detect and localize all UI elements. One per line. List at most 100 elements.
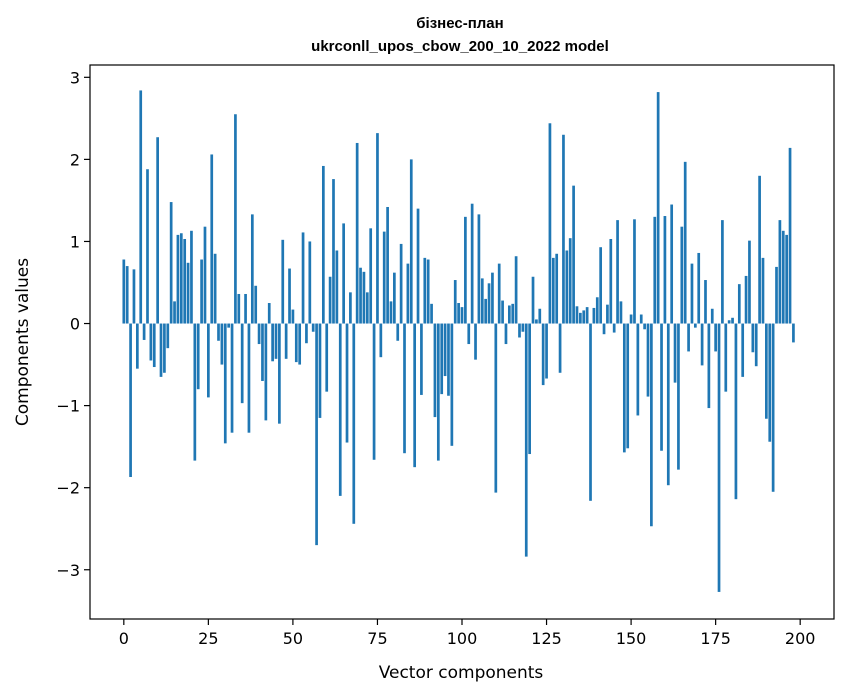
bar-component-83 [403, 323, 406, 454]
bar-component-163 [673, 323, 677, 383]
bar-component-142 [602, 323, 606, 335]
bar-component-66 [345, 323, 349, 443]
bar-component-24 [203, 226, 207, 324]
bar-component-121 [531, 276, 535, 324]
x-tick-label: 200 [785, 629, 816, 648]
bar-component-36 [244, 293, 247, 324]
bar-component-32 [230, 323, 234, 433]
bar-component-145 [612, 323, 616, 333]
bar-component-10 [156, 137, 159, 324]
bar-component-65 [342, 223, 345, 324]
bar-component-131 [565, 250, 569, 324]
bar-component-81 [396, 323, 400, 341]
bar-component-107 [484, 298, 488, 324]
bar-component-120 [528, 323, 531, 455]
bar-component-68 [352, 323, 356, 524]
bar-component-98 [453, 280, 457, 324]
bar-component-69 [355, 142, 359, 324]
bar-component-56 [311, 323, 315, 332]
bar-component-1 [125, 266, 129, 324]
bar-component-189 [761, 257, 765, 324]
bar-component-8 [149, 323, 153, 361]
bar-component-191 [768, 323, 772, 442]
bar-component-166 [683, 161, 687, 324]
bar-component-188 [758, 175, 761, 324]
bar-component-19 [186, 262, 190, 324]
bar-component-112 [501, 300, 504, 324]
bar-component-153 [639, 314, 643, 324]
bar-component-85 [409, 159, 413, 324]
bar-component-84 [406, 263, 410, 324]
bar-component-26 [210, 154, 214, 324]
bar-component-110 [494, 323, 498, 493]
plot-frame [89, 64, 835, 620]
bar-component-154 [643, 323, 646, 330]
bar-component-44 [271, 323, 274, 362]
bar-component-174 [710, 308, 714, 324]
bar-component-46 [278, 323, 281, 424]
bar-component-62 [332, 179, 335, 324]
bar-component-77 [382, 231, 386, 324]
bar-component-39 [254, 285, 258, 324]
bar-component-51 [294, 323, 298, 363]
bar-component-150 [629, 314, 633, 324]
bar-component-71 [362, 271, 366, 324]
x-tick-label: 100 [447, 629, 478, 648]
bar-component-38 [250, 214, 254, 324]
bar-component-31 [227, 323, 231, 328]
bar-component-141 [599, 247, 603, 324]
bar-component-198 [792, 323, 795, 343]
bar-component-173 [707, 323, 711, 409]
bar-component-30 [223, 323, 227, 444]
bar-component-80 [393, 272, 396, 324]
bar-component-111 [497, 263, 501, 324]
bar-component-96 [447, 323, 450, 396]
x-tick-label: 125 [531, 629, 562, 648]
bar-component-185 [748, 240, 751, 324]
bar-component-33 [234, 114, 237, 324]
bar-component-9 [152, 323, 156, 368]
bar-component-137 [585, 307, 589, 324]
bar-component-104 [474, 323, 477, 360]
bar-component-48 [284, 323, 288, 359]
y-axis-ticks: −3 −2 −1 0 1 2 3 [56, 68, 90, 580]
bar-component-171 [700, 323, 704, 366]
bar-component-88 [420, 323, 423, 395]
bar-component-169 [693, 323, 697, 328]
bar-component-64 [338, 323, 342, 496]
bar-component-34 [237, 293, 241, 324]
bar-component-133 [572, 185, 575, 324]
bar-component-144 [609, 238, 613, 324]
bar-component-2 [129, 323, 132, 478]
bar-component-22 [196, 323, 200, 390]
bar-component-14 [169, 202, 173, 324]
bar-component-57 [315, 323, 318, 546]
bar-component-70 [359, 267, 362, 324]
bar-component-118 [521, 323, 525, 332]
bar-component-100 [460, 307, 464, 324]
bar-component-16 [176, 234, 180, 324]
bar-component-143 [606, 304, 609, 324]
bar-component-193 [775, 266, 778, 324]
bar-component-162 [670, 204, 674, 324]
bar-component-181 [734, 323, 738, 500]
bar-component-195 [781, 230, 785, 324]
bar-component-28 [217, 323, 220, 341]
bar-component-54 [305, 323, 308, 344]
bar-component-182 [737, 284, 741, 324]
x-axis-ticks: 0 25 50 75 100 125 150 175 200 [119, 619, 816, 648]
bar-component-108 [487, 283, 491, 324]
y-tick-label: −1 [56, 397, 80, 416]
x-tick-label: 50 [283, 629, 303, 648]
bar-component-35 [240, 323, 244, 404]
bar-component-116 [514, 256, 518, 324]
bar-component-41 [261, 323, 264, 381]
bar-component-197 [788, 147, 792, 324]
bar-component-50 [291, 309, 295, 324]
bar-component-13 [166, 323, 170, 349]
bar-component-146 [616, 220, 619, 324]
bar-component-155 [646, 323, 650, 397]
bar-component-178 [724, 323, 728, 392]
bar-component-29 [220, 323, 224, 365]
